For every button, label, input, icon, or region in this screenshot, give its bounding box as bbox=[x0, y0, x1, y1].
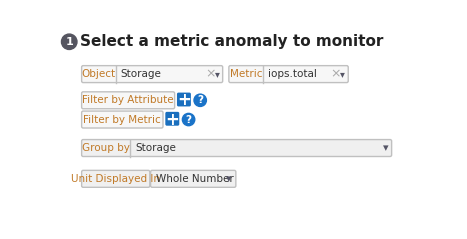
Text: +: + bbox=[177, 91, 191, 109]
FancyBboxPatch shape bbox=[82, 111, 163, 128]
Text: Metric: Metric bbox=[230, 69, 262, 79]
Circle shape bbox=[183, 113, 195, 126]
Text: ▾: ▾ bbox=[215, 69, 219, 79]
Text: +: + bbox=[165, 111, 179, 129]
Text: Storage: Storage bbox=[136, 143, 177, 153]
FancyBboxPatch shape bbox=[229, 66, 348, 83]
Text: ×: × bbox=[331, 68, 341, 81]
FancyBboxPatch shape bbox=[82, 140, 392, 157]
FancyBboxPatch shape bbox=[177, 92, 191, 106]
Text: 1: 1 bbox=[65, 37, 73, 47]
Text: ?: ? bbox=[185, 114, 191, 125]
Text: ▾: ▾ bbox=[226, 174, 232, 184]
Text: Storage: Storage bbox=[120, 69, 161, 79]
Text: Filter by Attribute: Filter by Attribute bbox=[82, 95, 174, 105]
Text: iops.total: iops.total bbox=[268, 69, 317, 79]
Text: ?: ? bbox=[197, 95, 203, 105]
Text: Group by: Group by bbox=[82, 143, 129, 153]
Text: Unit Displayed In: Unit Displayed In bbox=[71, 174, 160, 184]
FancyBboxPatch shape bbox=[82, 92, 175, 109]
Text: Object: Object bbox=[82, 69, 116, 79]
Circle shape bbox=[62, 34, 77, 49]
FancyBboxPatch shape bbox=[165, 112, 179, 126]
Text: Whole Number: Whole Number bbox=[156, 174, 234, 184]
Text: Filter by Metric: Filter by Metric bbox=[84, 114, 161, 125]
FancyBboxPatch shape bbox=[150, 170, 236, 187]
Text: ▾: ▾ bbox=[340, 69, 345, 79]
FancyBboxPatch shape bbox=[82, 170, 150, 187]
Text: ×: × bbox=[205, 68, 216, 81]
Text: ▾: ▾ bbox=[382, 143, 388, 153]
FancyBboxPatch shape bbox=[82, 66, 223, 83]
Text: Select a metric anomaly to monitor: Select a metric anomaly to monitor bbox=[80, 34, 383, 49]
Circle shape bbox=[194, 94, 206, 106]
